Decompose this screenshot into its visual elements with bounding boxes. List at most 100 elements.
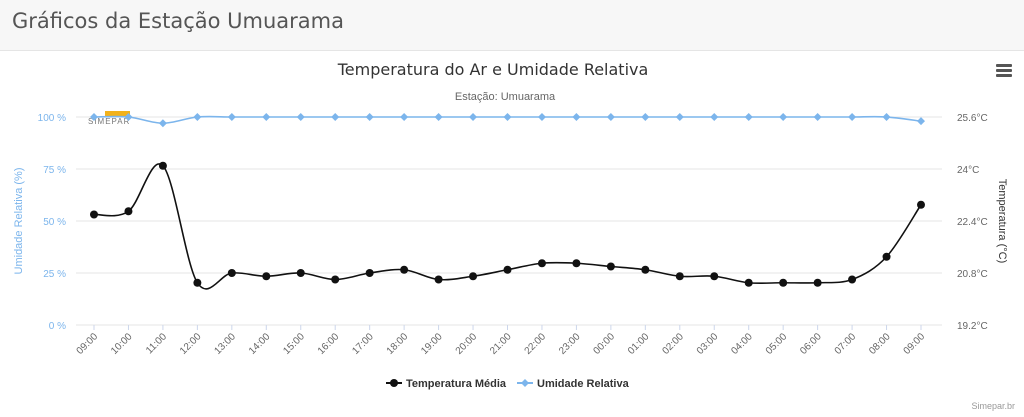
legend-humidity-marker xyxy=(521,379,529,387)
humidity-point xyxy=(331,113,340,121)
temperature-point xyxy=(158,161,167,170)
series-lines xyxy=(93,115,922,290)
humidity-point xyxy=(572,113,581,121)
x-tick-label: 15:00 xyxy=(281,331,307,357)
x-tick-label: 22:00 xyxy=(523,331,549,357)
right-tick-label: 22.4°C xyxy=(957,217,988,228)
hamburger-menu-icon[interactable] xyxy=(996,64,1012,78)
x-tick-label: 01:00 xyxy=(626,331,652,357)
legend-humidity-label: Umidade Relativa xyxy=(537,378,630,390)
x-tick-label: 09:00 xyxy=(75,331,101,357)
left-axis-ticks: 0 % 25 % 50 % 75 % 100 % xyxy=(38,113,66,332)
humidity-point xyxy=(641,113,650,121)
temperature-point xyxy=(365,269,374,277)
temperature-point xyxy=(882,252,891,261)
x-tick-label: 23:00 xyxy=(557,331,583,357)
temperature-point xyxy=(675,272,684,281)
temperature-point xyxy=(606,262,615,271)
temperature-point xyxy=(744,278,753,287)
credit-link[interactable]: Simepar.br xyxy=(971,401,1015,411)
page-header: Gráficos da Estação Umuarama xyxy=(0,0,1024,51)
temperature-point xyxy=(469,272,478,281)
x-tick-label: 17:00 xyxy=(350,331,376,357)
right-tick-label: 19.2°C xyxy=(957,321,988,332)
x-tick-label: 20:00 xyxy=(454,331,480,357)
left-tick-label: 25 % xyxy=(43,269,66,280)
x-tick-label: 05:00 xyxy=(764,331,790,357)
right-axis-label: Temperatura (°C) xyxy=(996,179,1008,263)
x-tick-label: 08:00 xyxy=(867,331,893,357)
temperature-point xyxy=(917,200,925,209)
temperature-point xyxy=(400,265,409,274)
chart: Temperatura do Ar e Umidade Relativa Est… xyxy=(13,60,1008,390)
temperature-point xyxy=(296,269,305,277)
legend: Temperatura Média Umidade Relativa xyxy=(386,378,630,390)
humidity-point xyxy=(193,113,202,121)
humidity-point xyxy=(882,113,891,121)
humidity-point xyxy=(848,113,857,121)
humidity-point xyxy=(469,113,478,121)
temperature-point xyxy=(262,272,271,281)
temperature-point xyxy=(434,275,443,284)
x-tick-label: 03:00 xyxy=(695,331,721,357)
temperature-point xyxy=(503,265,512,274)
humidity-point xyxy=(537,113,546,121)
x-tick-label: 12:00 xyxy=(178,331,204,357)
humidity-point xyxy=(365,113,374,121)
humidity-point xyxy=(124,113,133,121)
humidity-point xyxy=(296,113,305,121)
humidity-point xyxy=(710,113,719,121)
temperature-point xyxy=(641,265,650,274)
x-tick-label: 19:00 xyxy=(419,331,445,357)
humidity-point xyxy=(675,113,684,121)
left-axis-label: Umidade Relativa (%) xyxy=(13,168,25,275)
x-tick-label: 18:00 xyxy=(385,331,411,357)
temperature-point xyxy=(124,207,133,216)
temperature-point xyxy=(848,275,857,284)
humidity-point xyxy=(158,119,167,128)
temperature-point xyxy=(813,278,822,287)
humidity-point xyxy=(503,113,512,121)
temperature-point xyxy=(90,210,98,219)
right-tick-label: 20.8°C xyxy=(957,269,988,280)
legend-temperature-marker xyxy=(390,379,398,387)
x-tick-label: 09:00 xyxy=(902,331,928,357)
left-tick-label: 0 % xyxy=(49,321,66,332)
humidity-point xyxy=(227,113,236,121)
temperature-point xyxy=(779,278,788,287)
humidity-point xyxy=(779,113,788,121)
x-tick-label: 02:00 xyxy=(660,331,686,357)
temperature-point xyxy=(710,272,719,281)
x-tick-label: 00:00 xyxy=(592,331,618,357)
series-points xyxy=(90,113,925,287)
humidity-point xyxy=(434,113,443,121)
chart-subtitle: Estação: Umuarama xyxy=(455,91,556,103)
humidity-point xyxy=(813,113,822,121)
x-tick-label: 16:00 xyxy=(316,331,342,357)
temperature-point xyxy=(193,278,202,287)
x-tick-label: 11:00 xyxy=(144,331,169,356)
temperature-point xyxy=(572,259,581,268)
humidity-point xyxy=(400,113,409,121)
x-tick-label: 21:00 xyxy=(488,331,514,357)
humidity-point xyxy=(262,113,271,121)
x-tick-label: 10:00 xyxy=(109,331,135,357)
page-title: Gráficos da Estação Umuarama xyxy=(12,9,344,33)
simepar-watermark: SIMEPAR xyxy=(88,111,130,126)
left-tick-label: 50 % xyxy=(43,217,66,228)
watermark-text: SIMEPAR xyxy=(88,117,130,126)
humidity-point xyxy=(744,113,753,121)
left-tick-label: 75 % xyxy=(43,165,66,176)
grid-lines xyxy=(76,116,942,326)
temperature-point xyxy=(537,259,546,268)
x-tick-label: 06:00 xyxy=(798,331,824,357)
x-tick-label: 04:00 xyxy=(729,331,755,357)
x-tick-label: 13:00 xyxy=(212,331,238,357)
left-tick-label: 100 % xyxy=(38,113,66,124)
x-tick-label: 14:00 xyxy=(247,331,273,357)
humidity-point xyxy=(606,113,615,121)
chart-title: Temperatura do Ar e Umidade Relativa xyxy=(337,60,649,79)
right-tick-label: 24°C xyxy=(957,165,979,176)
temperature-point xyxy=(227,269,236,277)
legend-temperature-label: Temperatura Média xyxy=(406,378,507,390)
